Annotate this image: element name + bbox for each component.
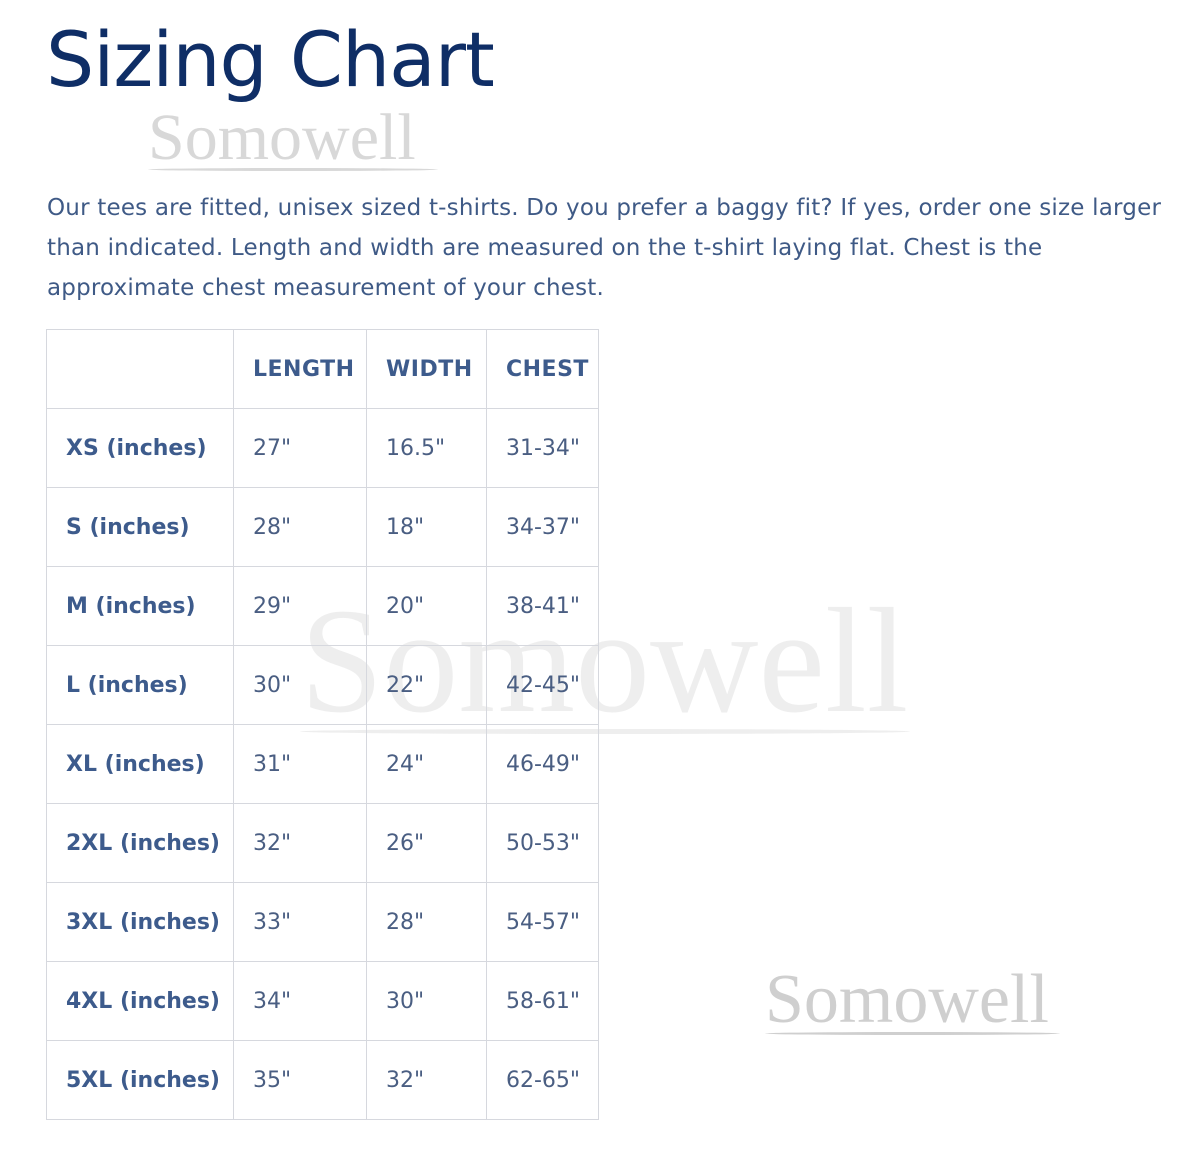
table-cell: 62-65" — [486, 1040, 599, 1120]
size-label: XS (inches) — [46, 408, 234, 488]
page-title: Sizing Chart — [46, 15, 495, 104]
table-cell: 27" — [233, 408, 367, 488]
column-header: LENGTH — [233, 329, 367, 409]
table-row: S (inches) 28" 18" 34-37" — [46, 487, 599, 567]
table-cell: 32" — [233, 803, 367, 883]
table-cell: 32" — [366, 1040, 487, 1120]
table-cell: 28" — [233, 487, 367, 567]
table-row: L (inches) 30" 22" 42-45" — [46, 645, 599, 725]
table-body: XS (inches) 27" 16.5" 31-34" S (inches) 28" 18… — [46, 408, 599, 1120]
watermark-logo-top: Somowell — [148, 100, 438, 174]
table-row: XL (inches) 31" 24" 46-49" — [46, 724, 599, 804]
table-cell: 18" — [366, 487, 487, 567]
size-label: 4XL (inches) — [46, 961, 234, 1041]
table-row: 5XL (inches) 35" 32" 62-65" — [46, 1040, 599, 1120]
size-label: 2XL (inches) — [46, 803, 234, 883]
watermark-swoosh — [765, 1032, 1060, 1035]
table-cell: 34" — [233, 961, 367, 1041]
table-cell: 38-41" — [486, 566, 599, 646]
watermark-text: Somowell — [148, 101, 416, 174]
size-label: XL (inches) — [46, 724, 234, 804]
table-cell: 35" — [233, 1040, 367, 1120]
column-header: CHEST — [486, 329, 599, 409]
size-label: M (inches) — [46, 566, 234, 646]
size-label: L (inches) — [46, 645, 234, 725]
table-cell: 46-49" — [486, 724, 599, 804]
table-cell: 34-37" — [486, 487, 599, 567]
table-cell: 28" — [366, 882, 487, 962]
table-cell: 29" — [233, 566, 367, 646]
table-cell: 30" — [233, 645, 367, 725]
table-row: 2XL (inches) 32" 26" 50-53" — [46, 803, 599, 883]
watermark-logo-bottom: Somowell — [765, 960, 1060, 1038]
column-header — [46, 329, 234, 409]
table-cell: 22" — [366, 645, 487, 725]
watermark-text: Somowell — [765, 961, 1049, 1038]
watermark-swoosh — [300, 729, 910, 734]
table-header-row: LENGTH WIDTH CHEST — [46, 329, 599, 409]
table-cell: 31" — [233, 724, 367, 804]
column-header: WIDTH — [366, 329, 487, 409]
table-row: 3XL (inches) 33" 28" 54-57" — [46, 882, 599, 962]
watermark-swoosh — [148, 168, 438, 171]
table-cell: 26" — [366, 803, 487, 883]
table-cell: 30" — [366, 961, 487, 1041]
table-cell: 24" — [366, 724, 487, 804]
sizing-table: LENGTH WIDTH CHEST XS (inches) 27" 16.5" 31-3… — [46, 329, 599, 1120]
table-cell: 31-34" — [486, 408, 599, 488]
size-label: 3XL (inches) — [46, 882, 234, 962]
size-label: S (inches) — [46, 487, 234, 567]
table-cell: 58-61" — [486, 961, 599, 1041]
table-cell: 20" — [366, 566, 487, 646]
table-row: 4XL (inches) 34" 30" 58-61" — [46, 961, 599, 1041]
size-label: 5XL (inches) — [46, 1040, 234, 1120]
table-cell: 50-53" — [486, 803, 599, 883]
table-cell: 33" — [233, 882, 367, 962]
table-row: M (inches) 29" 20" 38-41" — [46, 566, 599, 646]
table-cell: 42-45" — [486, 645, 599, 725]
table-cell: 16.5" — [366, 408, 487, 488]
intro-text: Our tees are fitted, unisex sized t-shir… — [47, 195, 1162, 301]
table-cell: 54-57" — [486, 882, 599, 962]
table-row: XS (inches) 27" 16.5" 31-34" — [46, 408, 599, 488]
